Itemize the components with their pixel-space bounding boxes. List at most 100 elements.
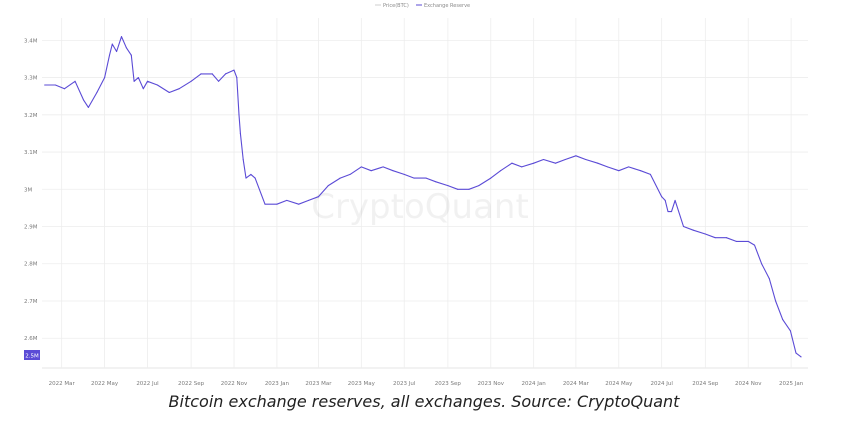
data-point [661,196,663,198]
x-tick-label: 2023 Jan [265,381,290,387]
data-point [370,170,372,172]
x-tick-label: 2023 May [348,381,376,387]
data-point [413,177,415,179]
series-layer [44,36,802,358]
data-point [628,166,630,168]
x-tick-label: 2022 Jul [136,381,159,387]
data-point [542,158,545,161]
x-tick-label: 2022 Sep [178,381,205,387]
data-point [264,203,266,205]
data-point [308,199,310,201]
data-point [692,229,694,231]
data-point [360,166,362,168]
x-tick-label: 2024 Jan [522,381,547,387]
data-point [82,99,85,101]
data-point [104,77,106,79]
data-point [63,88,66,90]
data-point [789,330,791,332]
data-point [146,80,149,82]
data-point [747,240,749,242]
y-tick-label: 3.2M [24,113,38,119]
y-axis: 3.4M 3.3M 3.2M 3.1M 3M 2.9M 2.8M 2.7M 2.6M [24,38,38,342]
current-value-label: 2.5M [25,354,39,360]
data-point [236,77,238,79]
data-point [533,162,535,164]
data-point [178,88,180,90]
data-point [725,237,727,239]
data-point [120,36,123,38]
y-tick-label: 3.1M [24,150,38,156]
data-point [87,106,89,108]
x-tick-label: 2022 May [91,381,119,387]
data-point [137,77,139,79]
data-point [575,155,577,157]
y-tick-label: 2.6M [24,336,38,342]
data-point [125,47,127,49]
data-point [190,80,192,82]
legend-label-reserve: Exchange Reserve [424,3,470,9]
data-point [753,244,756,246]
data-point [200,73,202,75]
x-tick-label: 2024 Nov [735,381,762,387]
data-point [96,91,98,94]
data-point [597,162,599,164]
data-point [403,173,405,175]
current-value-badge: 2.5M [24,350,40,360]
data-point [564,158,566,161]
data-point [250,173,252,175]
data-point [618,170,620,172]
data-point [682,225,685,228]
current-value-badge-bg [24,350,40,360]
data-point [239,132,241,134]
data-point [276,203,278,205]
data-point [111,43,113,45]
data-point [156,84,158,86]
data-point [130,54,132,56]
data-point [211,73,213,75]
x-tick-label: 2024 Mar [563,381,590,387]
x-tick-label: 2023 Nov [478,381,505,387]
y-tick-label: 3.3M [24,76,38,82]
data-point [238,114,240,116]
x-tick-label: 2024 Sep [692,381,719,387]
data-point [782,319,784,321]
data-point [447,185,449,187]
data-point [286,199,288,201]
data-point [74,80,76,82]
data-point [435,181,437,183]
data-point [254,177,256,179]
y-tick-label: 3M [24,187,32,193]
x-tick-label: 2022 Nov [221,381,248,387]
data-point [640,170,642,172]
data-point [649,173,651,175]
data-point [511,162,513,164]
data-point [233,69,235,71]
x-axis: 2022 Mar 2022 May 2022 Jul 2022 Sep 2022 Nov… [49,381,804,387]
data-point [735,240,737,242]
data-point [714,237,716,239]
y-tick-label: 3.4M [24,38,38,44]
data-point [667,211,669,213]
legend-label-price: Price(BTC) [383,3,409,9]
data-point [44,84,46,86]
data-point [317,196,319,198]
grid-lines [42,18,808,369]
exchange-reserve-chart: Price(BTC) Exchange Reserve CryptoQuant … [24,3,808,387]
data-point [500,170,502,172]
data-point [245,177,247,179]
data-point [242,158,244,161]
data-point [54,84,56,86]
data-point [490,177,492,179]
watermark: CryptoQuant [311,187,529,227]
data-point [478,185,480,187]
data-point [761,263,763,265]
x-tick-label: 2024 Jul [650,381,673,387]
x-tick-label: 2023 Mar [305,381,332,387]
x-tick-label: 2023 Jul [393,381,416,387]
data-point [225,73,227,75]
data-point [664,199,666,201]
data-point [327,185,329,187]
data-point [606,166,609,168]
data-point [298,203,300,205]
x-tick-label: 2025 Jan [779,381,804,387]
